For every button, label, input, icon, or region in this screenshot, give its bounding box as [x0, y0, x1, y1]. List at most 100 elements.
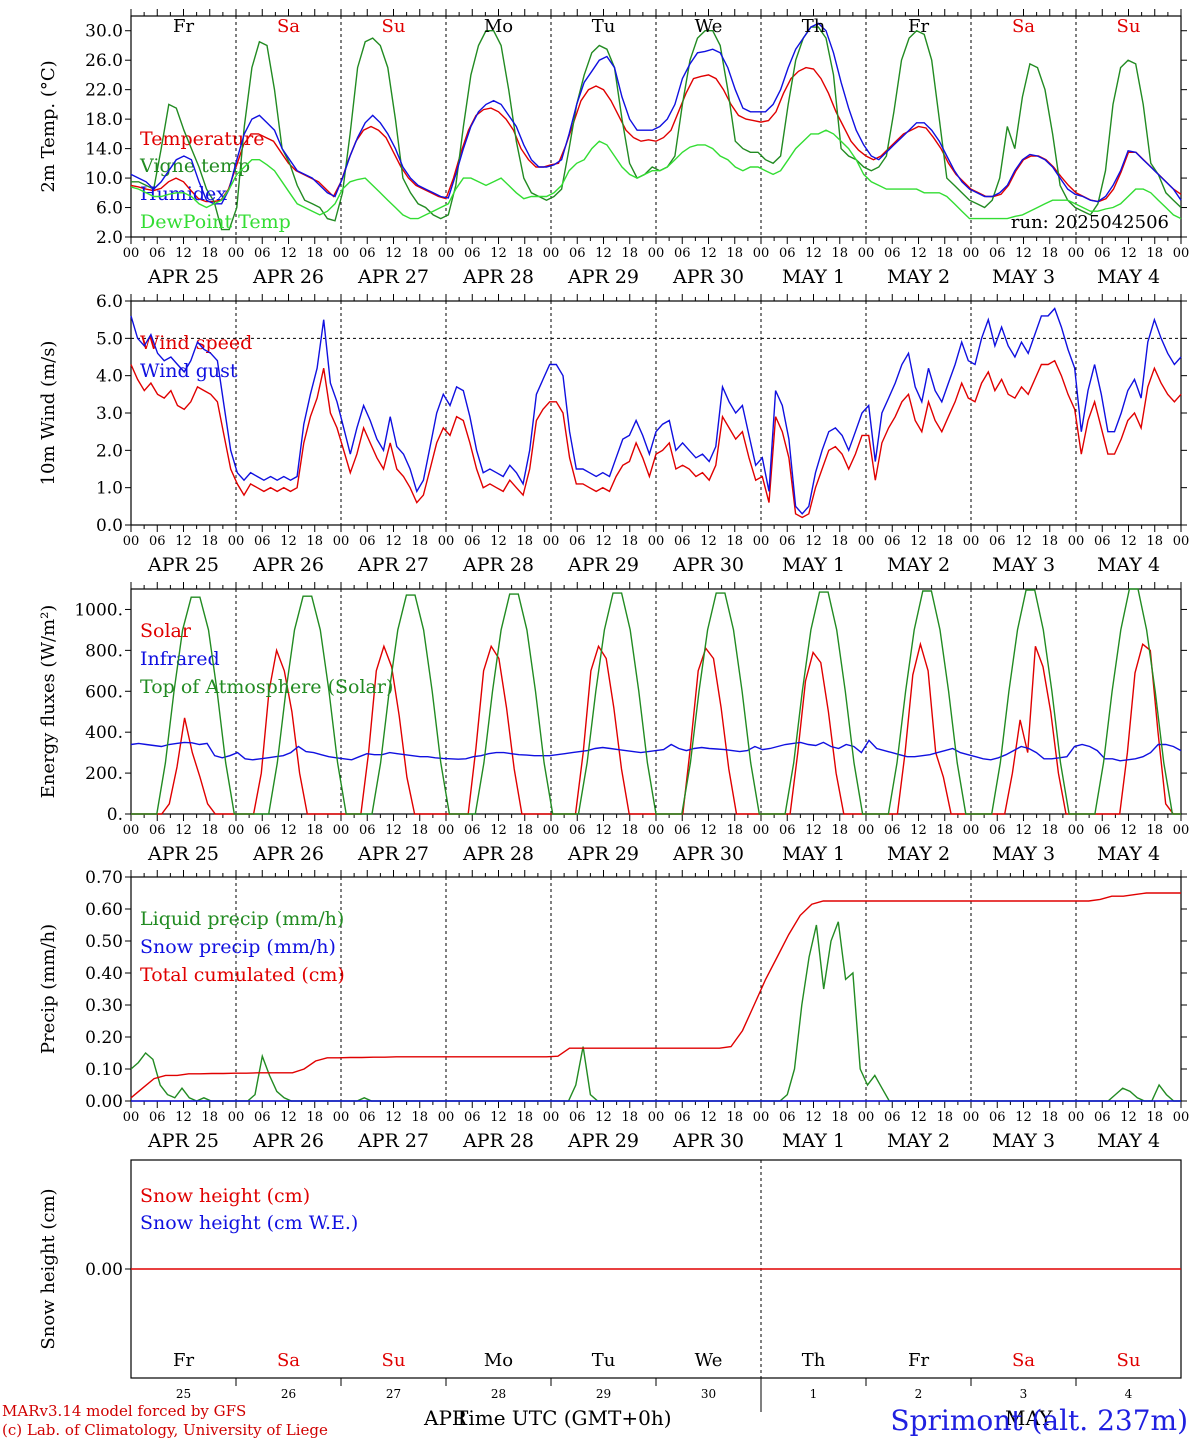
date-label: APR 25 [147, 554, 219, 576]
series-line-vigne-temp [131, 26, 1182, 231]
hour-label: 12 [910, 246, 927, 261]
hour-label: 00 [858, 1110, 875, 1125]
hour-label: 00 [753, 823, 770, 838]
footer-day-name: We [695, 1350, 723, 1371]
y-tick-label: 2.0 [96, 228, 123, 248]
hour-label: 12 [490, 823, 507, 838]
hour-label: 06 [989, 823, 1006, 838]
hour-label: 12 [595, 823, 612, 838]
y-tick-label: 0. [107, 805, 123, 825]
hour-label: 12 [1120, 1110, 1137, 1125]
hour-label: 00 [543, 1110, 560, 1125]
hour-label: 06 [674, 823, 691, 838]
footer-day-name: Th [802, 1350, 826, 1371]
y-tick-label: 4.0 [96, 367, 123, 387]
hour-label: 00 [333, 1110, 350, 1125]
y-tick-label: 0.0 [96, 516, 123, 536]
hour-label: 12 [1015, 534, 1032, 549]
series-line-total-cumulated-cm- [130, 892, 1181, 1099]
panel-frame [130, 588, 1182, 815]
hour-label: 00 [438, 823, 455, 838]
series-line-top-of-atmosphere-solar- [131, 588, 1181, 815]
legend-entry: Solar [140, 620, 192, 642]
footer-day-number: 25 [176, 1387, 191, 1401]
hour-label: 00 [543, 246, 560, 261]
hour-label: 18 [1146, 534, 1163, 549]
hour-label: 12 [385, 1110, 402, 1125]
hour-label: 12 [175, 246, 192, 261]
hour-label: 12 [700, 246, 717, 261]
hour-label: 00 [648, 1110, 665, 1125]
hour-label: 18 [1041, 823, 1058, 838]
hour-label: 18 [726, 534, 743, 549]
y-tick-label: 2.0 [96, 441, 123, 461]
date-label: APR 29 [567, 554, 639, 576]
hour-label: 06 [1094, 246, 1111, 261]
hour-label: 06 [884, 823, 901, 838]
hour-label: 12 [280, 534, 297, 549]
hour-label: 00 [648, 823, 665, 838]
date-label: APR 28 [462, 1130, 534, 1152]
hour-label: 18 [411, 823, 428, 838]
y-axis-label: Snow height (cm) [38, 1188, 59, 1349]
hour-label: 00 [753, 246, 770, 261]
y-axis-label: 10m Wind (m/s) [38, 341, 59, 486]
date-label: MAY 2 [887, 554, 950, 576]
series-line-wind-gust [130, 307, 1182, 515]
date-label: MAY 4 [1097, 1130, 1160, 1152]
hour-label: 00 [228, 823, 245, 838]
y-tick-label: 30.0 [85, 22, 123, 42]
legend-entry: Vigne temp [139, 155, 250, 177]
hour-label: 00 [333, 246, 350, 261]
hour-label: 00 [858, 823, 875, 838]
footer-day-name: Mo [484, 1350, 513, 1371]
hour-label: 00 [1173, 823, 1190, 838]
y-tick-label: 800. [85, 641, 123, 661]
day-name: Su [382, 16, 406, 37]
y-tick-label: 1000. [74, 600, 123, 620]
hour-label: 18 [516, 823, 533, 838]
station-name: Sprimont (alt. 237m) [890, 1404, 1188, 1437]
hour-label: 00 [123, 246, 140, 261]
hour-label: 06 [149, 1110, 166, 1125]
hour-label: 00 [858, 534, 875, 549]
date-label: MAY 2 [887, 1130, 950, 1152]
hour-label: 06 [569, 246, 586, 261]
hour-label: 06 [1094, 1110, 1111, 1125]
hour-label: 00 [123, 823, 140, 838]
footer-day-name: Su [382, 1350, 406, 1371]
hour-label: 18 [936, 534, 953, 549]
hour-label: 00 [1068, 1110, 1085, 1125]
hour-label: 06 [149, 246, 166, 261]
hour-label: 00 [438, 1110, 455, 1125]
hour-label: 06 [359, 1110, 376, 1125]
hour-label: 12 [385, 246, 402, 261]
hour-label: 18 [621, 246, 638, 261]
legend-entry: Temperature [140, 128, 264, 150]
hour-label: 12 [490, 1110, 507, 1125]
date-label: MAY 1 [782, 554, 845, 576]
hour-label: 12 [1120, 534, 1137, 549]
hour-label: 12 [385, 823, 402, 838]
hour-label: 18 [306, 823, 323, 838]
y-tick-label: 0.60 [85, 900, 123, 920]
date-label: MAY 1 [782, 266, 845, 288]
legend-entry: Humidex [140, 183, 227, 205]
date-label: APR 30 [672, 843, 744, 865]
hour-label: 06 [464, 534, 481, 549]
hour-label: 00 [1068, 534, 1085, 549]
hour-label: 12 [910, 823, 927, 838]
footer-day-number: 26 [281, 1387, 296, 1401]
hour-label: 00 [1068, 246, 1085, 261]
legend-entry: Wind gust [140, 360, 238, 382]
hour-label: 00 [648, 246, 665, 261]
date-label: APR 25 [147, 1130, 219, 1152]
panel-energy: 0. 200. 400. 600. 800. 1000. 00 06 12 18 APR 25 00 0… [38, 582, 1189, 865]
hour-label: 06 [359, 246, 376, 261]
series-line-infrared [130, 739, 1182, 762]
hour-label: 12 [280, 1110, 297, 1125]
date-label: MAY 3 [992, 266, 1055, 288]
series-line-humidex [130, 22, 1182, 205]
date-label: APR 25 [147, 266, 219, 288]
